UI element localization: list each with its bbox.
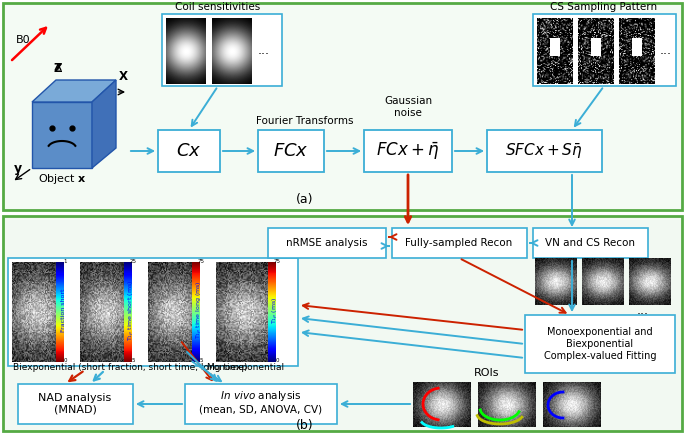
Text: 5: 5 [199, 358, 203, 363]
Text: ...: ... [258, 43, 270, 56]
Bar [591, 38, 601, 56]
Text: 0: 0 [63, 358, 66, 363]
Text: Monoexponential and
Biexponential
Complex-valued Fitting: Monoexponential and Biexponential Comple… [544, 327, 656, 361]
Text: ...: ... [637, 303, 649, 316]
Bar [162, 14, 282, 86]
Bar [525, 315, 675, 373]
Text: 25: 25 [129, 259, 136, 264]
Bar [3, 3, 682, 210]
Polygon shape [32, 102, 92, 168]
Bar [8, 258, 298, 366]
Text: NAD analysis
(MNAD): NAD analysis (MNAD) [38, 393, 112, 415]
Text: VN and CS Recon: VN and CS Recon [545, 238, 635, 248]
Bar [258, 130, 324, 172]
Bar [533, 14, 676, 86]
Bar [268, 228, 386, 258]
Text: ...: ... [660, 43, 672, 56]
Text: X: X [119, 70, 128, 83]
Text: (b): (b) [296, 419, 314, 432]
Text: T$_{1\rho}$ (ms): T$_{1\rho}$ (ms) [271, 296, 281, 324]
Text: $\mathit{FCx}+\bar{\eta}$: $\mathit{FCx}+\bar{\eta}$ [376, 140, 440, 162]
Text: ROIs: ROIs [474, 368, 500, 378]
Text: CS Sampling Pattern: CS Sampling Pattern [551, 2, 658, 12]
Bar [392, 228, 527, 258]
Text: 1: 1 [63, 259, 66, 264]
Text: Fully-sampled Recon: Fully-sampled Recon [406, 238, 512, 248]
Bar [364, 130, 452, 172]
Text: T$_{1\rho}$ time short (ms): T$_{1\rho}$ time short (ms) [127, 279, 137, 341]
Bar [18, 384, 133, 424]
Text: Monoexponential: Monoexponential [206, 363, 284, 372]
Text: T$_{1\rho}$ time long (ms): T$_{1\rho}$ time long (ms) [195, 281, 205, 339]
Text: (a): (a) [296, 193, 314, 206]
Bar [632, 38, 642, 56]
Text: 75: 75 [273, 259, 280, 264]
Bar [533, 228, 648, 258]
Bar [3, 216, 682, 431]
Text: $\mathit{FCx}$: $\mathit{FCx}$ [273, 142, 309, 160]
Bar [185, 384, 337, 424]
Text: $\mathit{SFCx}+S\bar{\eta}$: $\mathit{SFCx}+S\bar{\eta}$ [505, 141, 583, 161]
Text: Fraction short: Fraction short [62, 288, 66, 332]
Text: $\mathit{Cx}$: $\mathit{Cx}$ [176, 142, 201, 160]
Text: nRMSE analysis: nRMSE analysis [286, 238, 368, 248]
Text: Fourier Transforms: Fourier Transforms [256, 116, 353, 126]
Text: Object $\mathbf{x}$: Object $\mathbf{x}$ [38, 172, 86, 186]
Polygon shape [32, 80, 116, 102]
Text: Coil sensitivities: Coil sensitivities [175, 2, 260, 12]
Text: 75: 75 [197, 259, 205, 264]
Text: Gaussian
noise: Gaussian noise [384, 96, 432, 118]
Text: 5: 5 [132, 358, 135, 363]
Bar [487, 130, 602, 172]
Bar [158, 130, 220, 172]
Text: $\it{In\ vivo}$ analysis
(mean, SD, ANOVA, CV): $\it{In\ vivo}$ analysis (mean, SD, ANOV… [199, 389, 323, 415]
Bar [550, 38, 560, 56]
Polygon shape [92, 80, 116, 168]
Text: Z: Z [53, 62, 62, 75]
Text: Biexponential (short fraction, short time, long time): Biexponential (short fraction, short tim… [13, 363, 247, 372]
Text: B0: B0 [16, 35, 31, 45]
Text: y: y [14, 162, 22, 175]
Text: 0: 0 [275, 358, 279, 363]
